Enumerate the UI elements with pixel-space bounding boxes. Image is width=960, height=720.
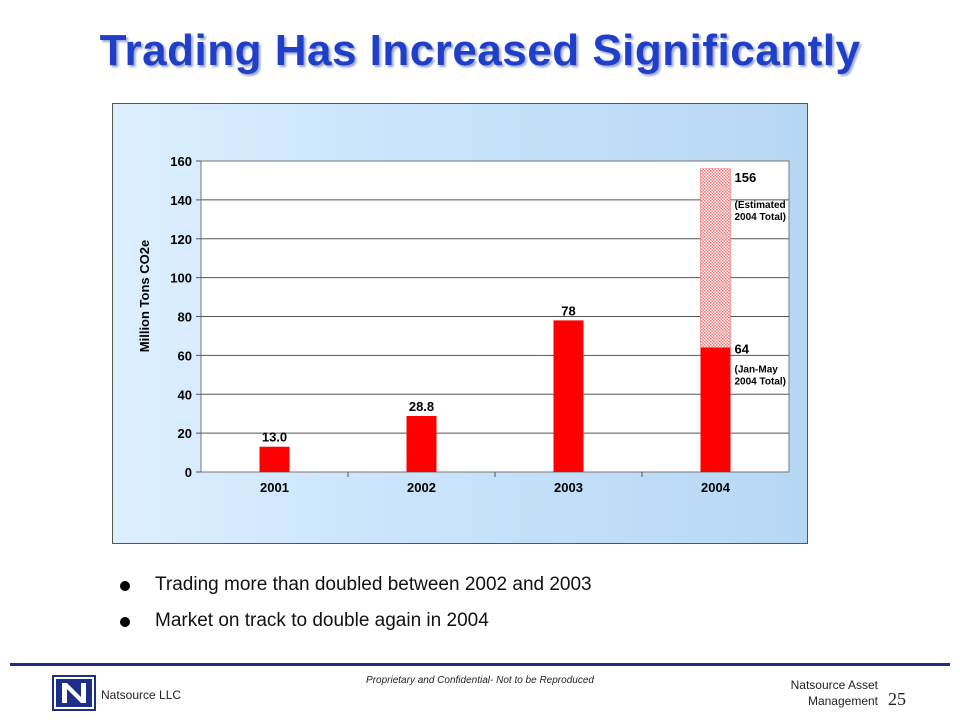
data-label: 28.8 [409,399,434,414]
footer-right-company: Natsource Asset Management [760,677,878,709]
y-tick-label: 120 [170,232,192,247]
chart-frame: 0 20 40 60 80 100 120 140 160 2001 2002 2003 2004 1… [112,103,808,544]
data-label: 13.0 [262,430,287,445]
bullet-text: Market on track to double again in 2004 [155,610,489,631]
x-tick-labels: 2001 2002 2003 2004 [260,480,731,495]
bullet-item: Trading more than doubled between 2002 a… [120,574,880,610]
gridlines [196,160,789,477]
y-tick-label: 60 [178,348,192,363]
data-label: 156 [735,170,757,185]
annotation-text: (Jan-May [735,365,779,376]
bar [406,416,437,472]
annotation-text: 2004 Total) [735,212,787,223]
y-tick-labels: 0 20 40 60 80 100 120 140 160 [170,154,192,480]
y-tick-label: 80 [178,310,192,325]
bars [259,168,731,472]
bar [700,347,731,472]
annotation-text: (Estimated [735,200,786,211]
y-tick-label: 140 [170,193,192,208]
bullet-dot-icon [120,581,130,591]
footer-right-company-line1: Natsource Asset [790,678,878,692]
y-tick-label: 20 [178,426,192,441]
y-tick-label: 100 [170,271,192,286]
bullet-item: Market on track to double again in 2004 [120,610,880,646]
x-tick-label: 2003 [554,480,583,495]
x-tick-label: 2001 [260,480,289,495]
bullet-list: Trading more than doubled between 2002 a… [120,574,880,646]
y-tick-label: 160 [170,154,192,169]
page-number: 25 [888,689,906,709]
footer-confidential-notice: Proprietary and Confidential- Not to be … [366,675,594,686]
bar [553,320,584,472]
slide-title: Trading Has Increased Significantly [99,26,861,75]
footer-company: Natsource LLC [101,688,182,702]
bar [259,446,290,472]
y-tick-label: 40 [178,387,192,402]
footer-right-company-line2: Management [807,694,878,708]
bullet-text: Trading more than doubled between 2002 a… [155,574,592,595]
y-tick-label: 0 [185,465,192,480]
y-axis-label: Million Tons CO2e [137,240,152,352]
x-tick-label: 2004 [701,480,731,495]
data-label: 64 [735,342,750,357]
data-label: 78 [561,303,575,318]
bar-chart: 0 20 40 60 80 100 120 140 160 2001 2002 2003 2004 1… [137,154,790,495]
natsource-logo-icon [52,675,96,711]
annotation-text: 2004 Total) [735,377,787,388]
bullet-dot-icon [120,617,130,627]
x-tick-label: 2002 [407,480,436,495]
bar-estimated [700,168,731,348]
footer-divider [10,663,950,666]
